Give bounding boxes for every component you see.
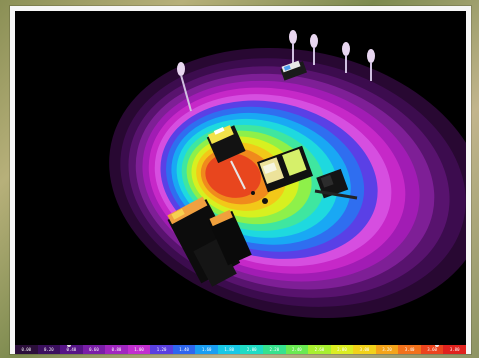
scale-segment: 1.60 bbox=[195, 345, 218, 354]
luminaire-pole bbox=[310, 34, 318, 65]
scale-segment: 3.80 bbox=[443, 345, 466, 354]
luminaire-pole bbox=[342, 42, 350, 73]
scale-segment: 1.80 bbox=[217, 345, 241, 354]
scale-segment: 2.20 bbox=[263, 345, 286, 354]
luminaires bbox=[177, 30, 375, 112]
scale-segment: 0.80 bbox=[105, 345, 128, 354]
render-viewport[interactable] bbox=[15, 11, 466, 345]
scale-segment: 2.60 bbox=[308, 345, 331, 354]
scale-segment: 1.40 bbox=[172, 345, 196, 354]
conveyor-unit bbox=[208, 209, 252, 266]
luminaire-pole bbox=[177, 62, 192, 112]
conveyor-unit bbox=[167, 196, 241, 287]
contour-band bbox=[205, 153, 261, 198]
image-frame: 0.00 0.20 0.40 0.60 0.80 1.00 1.20 1.40 1.60 1.80… bbox=[10, 6, 471, 354]
machine-block bbox=[280, 60, 308, 81]
luminaire-pole bbox=[289, 30, 297, 63]
machine-block bbox=[256, 145, 314, 193]
scale-segment: 0.40 bbox=[60, 345, 83, 354]
scale-segment: 3.00 bbox=[353, 345, 376, 354]
scale-segment: 2.00 bbox=[240, 345, 264, 354]
scale-segment: 1.20 bbox=[150, 345, 173, 354]
scale-segment: 3.20 bbox=[375, 345, 399, 354]
equipment-blocks bbox=[167, 60, 358, 287]
machine-block bbox=[206, 125, 246, 164]
scale-segment: 0.00 bbox=[15, 345, 38, 354]
scale-marker-icon bbox=[435, 345, 439, 347]
scale-segment: 2.40 bbox=[285, 345, 309, 354]
scale-segment: 3.40 bbox=[398, 345, 421, 354]
scale-segment: 1.00 bbox=[127, 345, 151, 354]
scale-segment: 2.80 bbox=[330, 345, 354, 354]
scale-marker-icon bbox=[67, 345, 71, 347]
scale-segment: 0.60 bbox=[82, 345, 106, 354]
machine-block bbox=[316, 168, 349, 199]
luminaire-pole bbox=[367, 49, 375, 81]
illuminance-scale-bar: 0.00 0.20 0.40 0.60 0.80 1.00 1.20 1.40 1.60 1.80… bbox=[15, 345, 466, 354]
illuminance-plot bbox=[109, 30, 466, 319]
scale-segment: 0.20 bbox=[37, 345, 61, 354]
scale-segment: 3.60 bbox=[420, 345, 444, 354]
